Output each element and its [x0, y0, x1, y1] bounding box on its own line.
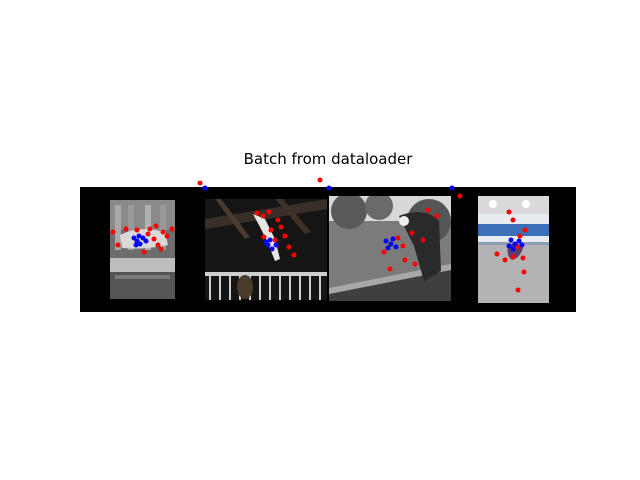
keypoints-image-4 [494, 209, 528, 293]
batch-image-1 [110, 200, 175, 299]
keypoints-image-3 [317, 177, 463, 272]
batch-image-2 [205, 199, 327, 300]
keypoints-image-1 [110, 223, 175, 255]
keypoints-image-2 [197, 180, 297, 258]
figure-title: Batch from dataloader [243, 150, 413, 168]
